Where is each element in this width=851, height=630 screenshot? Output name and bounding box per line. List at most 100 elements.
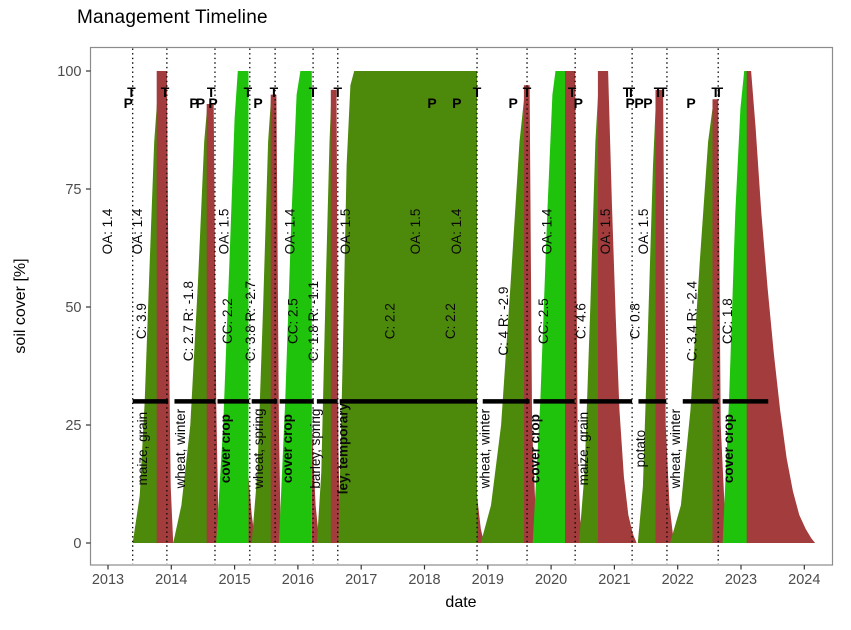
value-label: C: 2.7 R: -1.8 — [181, 281, 196, 361]
value-label: C: 4.6 — [573, 303, 588, 339]
residue-area — [655, 89, 674, 544]
crop-area — [132, 80, 160, 544]
crop-name-label: maize, grain — [576, 412, 591, 486]
value-label: OA: 1.5 — [598, 209, 613, 255]
tillage-marker: T — [654, 84, 663, 100]
planting-marker: P — [626, 95, 635, 111]
x-tick-label: 2017 — [345, 572, 377, 588]
cover-crop-area — [722, 71, 748, 543]
x-tick-label: 2013 — [92, 572, 124, 588]
value-label: CC: 2.5 — [285, 298, 300, 344]
tillage-marker: T — [473, 84, 482, 100]
crop-area — [480, 94, 525, 543]
crop-name-label: cover crop — [280, 414, 295, 483]
residue-area — [597, 71, 637, 543]
crop-area — [579, 85, 599, 543]
crop-name-label: potato — [633, 430, 648, 468]
crop-name-label: wheat, spring — [251, 408, 266, 489]
cover-crop-area — [278, 71, 312, 543]
x-tick-label: 2021 — [598, 572, 630, 588]
crop-name-label: cover crop — [721, 414, 736, 483]
residue-area — [206, 104, 219, 543]
y-tick-label: 0 — [73, 536, 81, 552]
tillage-marker: T — [715, 84, 724, 100]
value-label: C: 3.4 R: -2.4 — [685, 281, 700, 362]
value-label: OA: 1.4 — [130, 208, 145, 254]
crop-area — [173, 104, 208, 543]
planting-marker: P — [452, 95, 461, 111]
tillage-marker: T — [333, 84, 342, 100]
y-tick-label: 100 — [57, 64, 81, 80]
planting-marker: P — [208, 95, 217, 111]
y-tick-label: 75 — [65, 182, 81, 198]
tillage-marker: T — [309, 84, 318, 100]
crop-area — [316, 94, 332, 543]
value-label: C: 2.2 — [383, 303, 398, 339]
value-label: CC: 1.8 — [720, 298, 735, 344]
panel-border — [89, 46, 834, 566]
residue-area — [248, 476, 256, 543]
planting-marker: P — [253, 95, 262, 111]
residue-area — [270, 94, 281, 543]
x-tick-label: 2020 — [535, 572, 567, 588]
crop-name-label: cover crop — [528, 414, 543, 483]
x-tick-label: 2015 — [218, 572, 250, 588]
x-tick-label: 2019 — [472, 572, 504, 588]
value-label: OA: 1.5 — [636, 209, 651, 255]
tillage-marker: T — [207, 84, 216, 100]
residue-area — [523, 85, 540, 543]
value-label: OA: 1.5 — [408, 209, 423, 255]
crop-area — [670, 104, 714, 543]
value-label: OA: 1.4 — [100, 208, 115, 254]
residue-area — [565, 71, 584, 543]
tillage-marker: T — [711, 84, 720, 100]
value-label: OA: 1.4 — [449, 208, 464, 254]
value-label: C: 1.8 R: -1.1 — [306, 281, 321, 361]
planting-marker: P — [427, 95, 436, 111]
tillage-marker: T — [161, 84, 170, 100]
x-axis-title: date — [445, 594, 477, 611]
crop-area — [251, 94, 272, 543]
value-label: C: 3.8 R: -2.7 — [243, 281, 258, 361]
residue-area — [477, 495, 484, 543]
crop-name-label: ley, temporary — [335, 402, 350, 494]
crop-area — [637, 94, 657, 543]
planting-marker: P — [686, 95, 695, 111]
crop-name-label: cover crop — [218, 414, 233, 483]
value-label: CC: 2.5 — [536, 298, 551, 344]
tillage-marker: T — [627, 84, 636, 100]
cover-crop-area — [216, 71, 249, 543]
value-label: C: 3.9 — [134, 303, 149, 339]
chart-title: Management Timeline — [77, 7, 268, 28]
residue-area — [156, 71, 174, 543]
y-axis-title: soil cover [%] — [12, 258, 29, 354]
x-tick-label: 2016 — [282, 572, 314, 588]
value-label: CC: 2.2 — [220, 298, 235, 344]
tillage-marker: T — [659, 84, 668, 100]
planting-marker: P — [189, 95, 198, 111]
crop-name-label: maize, grain — [135, 412, 150, 486]
residue-area — [746, 71, 816, 543]
planting-marker: P — [574, 95, 583, 111]
tillage-marker: T — [270, 84, 279, 100]
planting-marker: P — [124, 95, 133, 111]
value-label: OA: 1.4 — [283, 208, 298, 254]
x-tick-label: 2022 — [662, 572, 694, 588]
planting-marker: P — [196, 95, 205, 111]
value-label: OA: 1.5 — [216, 209, 231, 255]
tillage-marker: T — [568, 84, 577, 100]
value-label: OA: 1.4 — [540, 208, 555, 254]
y-tick-label: 25 — [65, 418, 81, 434]
crop-name-label: wheat, winter — [668, 408, 683, 489]
tillage-marker: T — [127, 84, 136, 100]
planting-marker: P — [634, 95, 643, 111]
y-tick-label: 50 — [65, 300, 81, 316]
x-tick-label: 2018 — [408, 572, 440, 588]
value-label: C: 2.2 — [443, 303, 458, 339]
x-tick-label: 2023 — [725, 572, 757, 588]
crop-name-label: barley, spring — [308, 409, 323, 489]
value-label: OA: 1.5 — [338, 209, 353, 255]
cover-crop-area — [532, 71, 566, 543]
planting-marker: P — [643, 95, 652, 111]
